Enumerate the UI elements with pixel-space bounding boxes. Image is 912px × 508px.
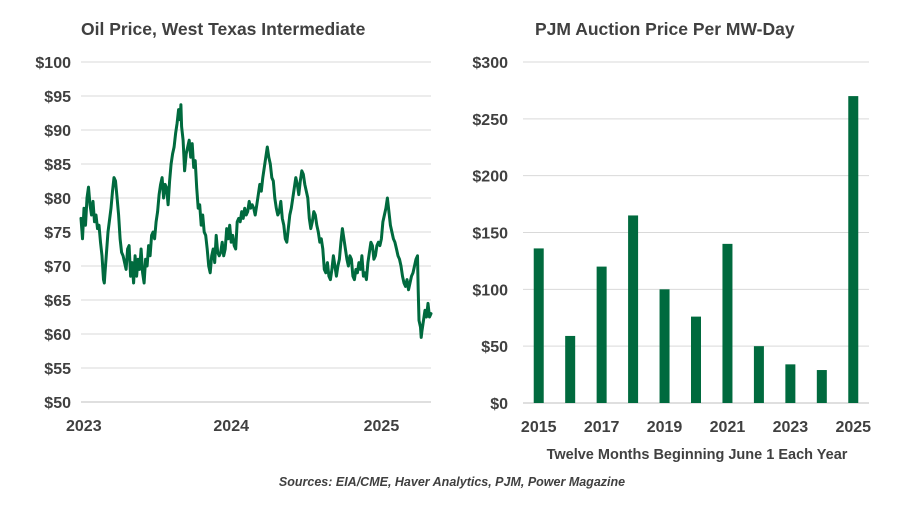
pjm-y-tick-label: $0 xyxy=(490,396,508,413)
oil-x-tick-label: 2025 xyxy=(364,418,400,435)
pjm-bar-2018 xyxy=(628,215,639,403)
pjm-x-tick-label: 2025 xyxy=(835,419,871,436)
pjm-x-tick-label: 2017 xyxy=(584,419,620,436)
oil-y-tick-label: $70 xyxy=(44,259,71,276)
oil-x-tick-label: 2023 xyxy=(66,418,102,435)
pjm-bars xyxy=(533,96,859,403)
pjm-y-tick-labels: $0 $50 $100 $150 $200 $250 $300 xyxy=(472,55,508,413)
pjm-x-tick-label: 2023 xyxy=(773,419,809,436)
pjm-bar-2021 xyxy=(722,243,733,403)
pjm-bar-2020 xyxy=(691,316,701,403)
pjm-x-tick-label: 2019 xyxy=(647,419,683,436)
pjm-bar-2024 xyxy=(816,370,827,403)
pjm-x-tick-labels: 2015 2017 2019 2021 2023 2025 xyxy=(521,419,871,436)
oil-x-tick-labels: 2023 2024 2025 xyxy=(66,418,399,435)
oil-gridlines xyxy=(81,61,431,403)
pjm-bar-2017 xyxy=(596,266,607,403)
oil-price-line xyxy=(79,103,433,339)
oil-y-tick-label: $75 xyxy=(44,225,71,242)
pjm-auction-chart: PJM Auction Price Per MW-Day $0 $50 $100 $1… xyxy=(472,19,871,463)
pjm-bar-2025 xyxy=(848,96,859,403)
oil-y-tick-label: $90 xyxy=(44,123,71,140)
oil-price-chart: Oil Price, West Texas Intermediate $50$5… xyxy=(35,19,433,435)
oil-y-tick-labels: $50 $55 $60 $65 $70 $75 $80 $85 $90 $95 $100 xyxy=(35,55,71,412)
pjm-x-axis-label: Twelve Months Beginning June 1 Each Year xyxy=(547,447,848,463)
pjm-bar-2016 xyxy=(565,335,576,403)
pjm-bar-2015 xyxy=(533,248,544,403)
pjm-x-tick-label: 2021 xyxy=(710,419,746,436)
oil-y-tick-label: $65 xyxy=(44,293,71,310)
oil-chart-title: Oil Price, West Texas Intermediate xyxy=(81,19,366,39)
oil-y-tick-label: $55 xyxy=(44,361,71,378)
oil-y-tick-label: $50 xyxy=(44,395,71,412)
oil-x-tick-label: 2024 xyxy=(213,418,249,435)
oil-y-tick-label: $85 xyxy=(44,157,71,174)
oil-y-tick-label: $95 xyxy=(44,89,71,106)
pjm-bar-2023 xyxy=(785,364,796,403)
pjm-bar-2019 xyxy=(659,289,670,403)
pjm-y-tick-label: $250 xyxy=(472,112,508,129)
pjm-bar-2022 xyxy=(753,346,764,403)
oil-y-tick-label: $100 xyxy=(35,55,71,72)
pjm-y-tick-label: $150 xyxy=(472,226,508,243)
oil-y-tick-label: $80 xyxy=(44,191,71,208)
oil-y-tick-label: $60 xyxy=(44,327,71,344)
pjm-y-tick-label: $200 xyxy=(472,169,508,186)
pjm-y-tick-label: $100 xyxy=(472,282,508,299)
pjm-x-tick-label: 2015 xyxy=(521,419,557,436)
source-note: Sources: EIA/CME, Haver Analytics, PJM, … xyxy=(279,475,625,489)
pjm-y-tick-label: $50 xyxy=(481,339,508,356)
oil-series xyxy=(79,103,433,339)
pjm-y-tick-label: $300 xyxy=(472,55,508,72)
pjm-chart-title: PJM Auction Price Per MW-Day xyxy=(535,19,795,39)
